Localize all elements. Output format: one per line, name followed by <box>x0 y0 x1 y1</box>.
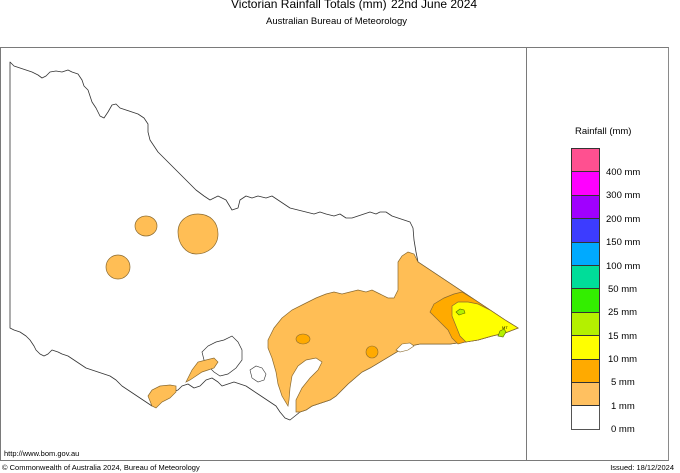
rain-15-25mm-spot-2 <box>497 328 507 338</box>
legend-label-300: 300 mm <box>606 190 641 201</box>
legend-label-10: 10 mm <box>608 354 638 365</box>
rain-15-25mm-spot-1 <box>455 308 466 316</box>
gippsland-gap <box>395 342 415 353</box>
legend-swatch-300-400 <box>571 172 600 196</box>
rain-5-10mm-patch-1 <box>295 333 311 345</box>
victoria-rainfall-map: MT <box>9 61 519 421</box>
subtitle-text: Australian Bureau of Meteorology <box>266 16 407 27</box>
rain-coastal-geelong <box>185 357 219 383</box>
victoria-outline <box>9 61 519 421</box>
legend-swatch-50-100 <box>571 265 600 290</box>
rain-east-10-15mm <box>451 301 519 343</box>
copyright-notice: © Commonwealth of Australia 2024, Bureau… <box>2 463 200 472</box>
legend-label-50: 50 mm <box>608 284 638 295</box>
legend-swatch-0-1 <box>571 406 600 430</box>
legend-swatch-150-200 <box>571 219 600 243</box>
legend-swatch-25-50 <box>571 289 600 313</box>
town-marker: MT <box>502 325 508 330</box>
legend-title: Rainfall (mm) <box>575 126 632 137</box>
legend-label-400: 400 mm <box>606 167 641 178</box>
rainfall-legend <box>571 148 600 430</box>
legend-swatch-1-5 <box>571 382 600 407</box>
western-port <box>249 365 267 383</box>
legend-swatch-15-25 <box>571 312 600 337</box>
legend-divider <box>526 47 527 461</box>
map-frame <box>0 47 669 461</box>
legend-swatch-5-10 <box>571 359 600 383</box>
rain-blob-2 <box>177 213 219 255</box>
map-title: Victorian Rainfall Totals (mm) 22nd June… <box>0 0 680 13</box>
title-date: 22nd June 2024 <box>391 0 478 11</box>
legend-swatch-10-15 <box>571 336 600 360</box>
rain-blob-1 <box>134 215 158 237</box>
rain-coastal-otways <box>147 384 177 409</box>
legend-label-0: 0 mm <box>611 424 635 435</box>
rain-blob-3 <box>105 254 131 280</box>
legend-label-1: 1 mm <box>611 401 635 412</box>
legend-label-200: 200 mm <box>606 214 641 225</box>
source-url[interactable]: http://www.bom.gov.au <box>4 449 80 458</box>
legend-label-25: 25 mm <box>608 307 638 318</box>
legend-swatch-100-150 <box>571 242 600 266</box>
legend-label-15: 15 mm <box>608 331 638 342</box>
legend-swatch-200-300 <box>571 195 600 220</box>
legend-swatch-400plus <box>571 148 600 173</box>
title-text: Victorian Rainfall Totals (mm) <box>231 0 387 11</box>
legend-label-150: 150 mm <box>606 237 641 248</box>
legend-label-5: 5 mm <box>611 377 635 388</box>
issued-date: Issued: 18/12/2024 <box>610 463 674 472</box>
rain-5-10mm-patch-2 <box>365 345 379 359</box>
legend-label-100: 100 mm <box>606 261 641 272</box>
rain-east-1-5mm <box>267 251 519 413</box>
